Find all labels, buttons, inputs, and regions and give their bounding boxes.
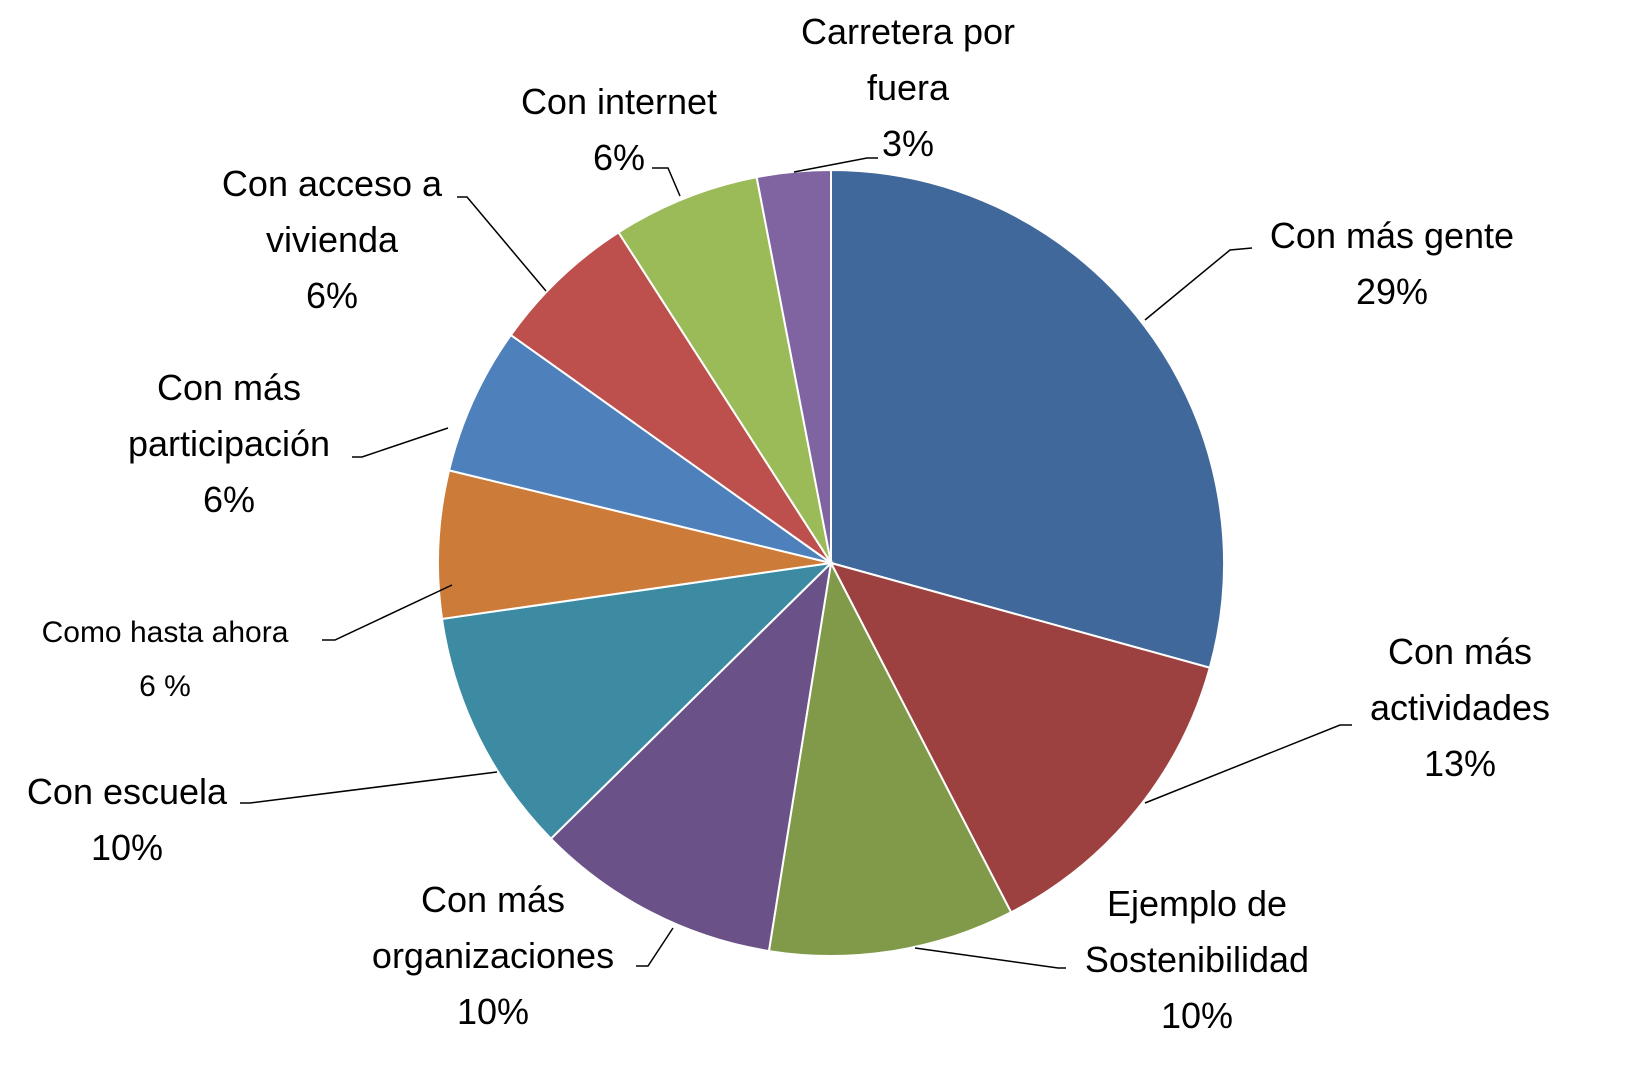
leader-line bbox=[1144, 724, 1352, 804]
data-label: Como hasta ahora 6 % bbox=[0, 606, 330, 714]
value-label: 13% bbox=[1423, 743, 1497, 784]
category-label: Con más participación bbox=[127, 367, 331, 464]
leader-line bbox=[652, 167, 681, 197]
value-label: 3% bbox=[881, 123, 935, 164]
leader-line bbox=[322, 584, 453, 641]
category-label: Carretera por fuera bbox=[800, 11, 1016, 108]
data-label: Con acceso a vivienda 6% bbox=[197, 156, 467, 324]
data-label: Con más participación 6% bbox=[99, 360, 359, 528]
leader-line bbox=[240, 771, 498, 804]
value-label: 29% bbox=[1355, 271, 1429, 312]
value-label: 6% bbox=[305, 275, 359, 316]
pie-slice bbox=[549, 560, 833, 953]
leader-line bbox=[793, 157, 878, 173]
value-label: 6 % bbox=[139, 670, 191, 703]
value-label: 10% bbox=[90, 827, 164, 868]
data-label: Con escuela 10% bbox=[0, 764, 257, 876]
leader-line bbox=[457, 196, 547, 292]
data-label: Ejemplo de Sostenibilidad 10% bbox=[1057, 876, 1337, 1044]
data-label: Con más actividades 13% bbox=[1350, 624, 1570, 792]
leader-line bbox=[636, 927, 674, 967]
category-label: Como hasta ahora bbox=[41, 616, 289, 649]
value-label: 10% bbox=[456, 991, 530, 1032]
leader-line bbox=[914, 947, 1066, 969]
category-label: Con internet bbox=[520, 81, 718, 122]
pie-slice bbox=[440, 561, 834, 841]
category-label: Con más actividades bbox=[1369, 631, 1551, 728]
value-label: 10% bbox=[1160, 995, 1234, 1036]
category-label: Ejemplo de Sostenibilidad bbox=[1084, 883, 1310, 980]
data-label: Con más organizaciones 10% bbox=[343, 872, 643, 1040]
category-label: Con escuela bbox=[26, 771, 228, 812]
pie-slice bbox=[447, 333, 832, 564]
pie-slice bbox=[617, 175, 832, 564]
pie-slice bbox=[437, 469, 832, 621]
category-label: Con acceso a vivienda bbox=[221, 163, 443, 260]
pie-slice bbox=[829, 561, 1212, 914]
category-label: Con más organizaciones bbox=[371, 879, 615, 976]
pie-slice bbox=[830, 168, 1225, 669]
pie-slice bbox=[509, 231, 832, 564]
value-label: 6% bbox=[592, 137, 646, 178]
data-label: Carretera por fuera 3% bbox=[773, 4, 1043, 172]
data-label: Con más gente 29% bbox=[1232, 208, 1552, 320]
leader-line bbox=[1144, 247, 1253, 321]
leader-line bbox=[352, 427, 449, 458]
value-label: 6% bbox=[202, 479, 256, 520]
pie-slice bbox=[767, 559, 1013, 957]
pie-slice bbox=[755, 168, 832, 564]
data-label: Con internet 6% bbox=[489, 74, 749, 186]
category-label: Con más gente bbox=[1269, 215, 1515, 256]
